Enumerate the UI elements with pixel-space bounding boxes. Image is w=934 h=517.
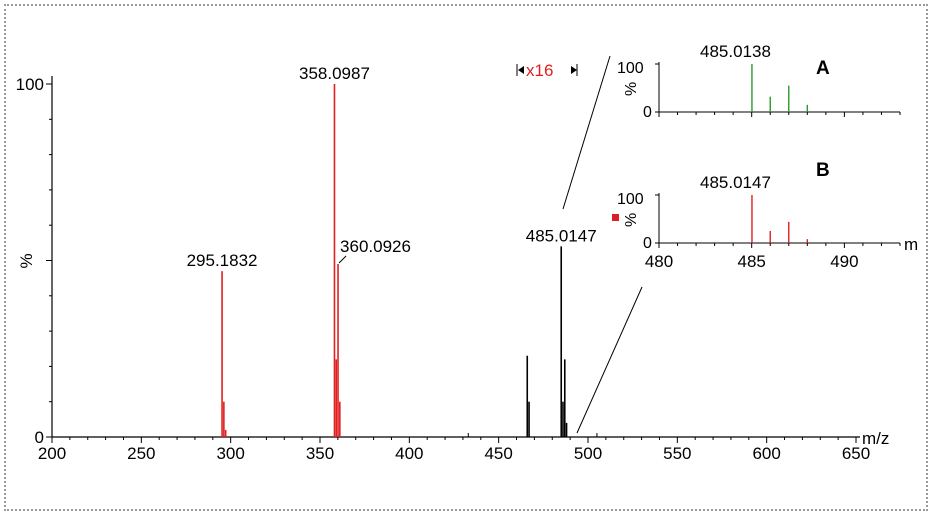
inset-x-tick-label: 480: [645, 252, 673, 271]
zoom-label: x16: [526, 61, 553, 80]
peak-label: 358.0987: [299, 64, 370, 83]
inset-b-x-axis-label: m: [904, 235, 918, 254]
x-tick-label: 600: [752, 444, 780, 463]
inset-a-ytick-100: 100: [617, 60, 644, 77]
y-tick-label: 100: [16, 75, 44, 94]
label-leader-line: [338, 255, 347, 264]
inset-x-tick-label: 485: [738, 252, 766, 271]
main-x-axis-label: m/z: [862, 429, 889, 448]
main-peak-labels: 295.1832 358.0987 360.0926 485.0147: [187, 64, 597, 270]
peak-label: 485.0147: [526, 226, 597, 245]
main-y-ticks: 0% 100: [16, 75, 52, 447]
inset-a-peaks: [751, 64, 809, 112]
inset-b-ytick-100: 100: [617, 191, 644, 208]
inset-b-peaks: [751, 195, 809, 243]
main-peaks: [221, 84, 598, 437]
peak-label: 360.0926: [340, 237, 411, 256]
inset-b-ytick-0: 0: [643, 235, 652, 252]
callout-line-top: [562, 55, 611, 210]
x-tick-label: 650: [842, 444, 870, 463]
inset-a-y-axis-label: %: [623, 82, 640, 96]
x-tick-label: 500: [574, 444, 602, 463]
legend-marker-icon: [612, 214, 619, 221]
x-tick-label: 200: [38, 444, 66, 463]
callout-line-bottom: [576, 286, 643, 434]
y-tick-label: 0: [35, 428, 44, 447]
inset-a-x-ticks: [655, 63, 901, 117]
inset-b-peak-label: 485.0147: [700, 173, 771, 192]
x-tick-label: 250: [127, 444, 155, 463]
inset-b-y-axis-label: %: [623, 213, 640, 227]
inset-b-panel-label: B: [816, 160, 830, 181]
x-tick-label: 400: [395, 444, 423, 463]
inset-a-ytick-0: 0: [643, 104, 652, 121]
peak-label: 295.1832: [187, 251, 258, 270]
x-tick-label: 450: [484, 444, 512, 463]
zoom-indicator: x16: [516, 61, 578, 80]
inset-b: B 485.0147 100 0 % m 480 485 490: [612, 160, 918, 271]
chart-frame: [4, 4, 928, 511]
x-tick-label: 550: [663, 444, 691, 463]
inset-b-x-ticks: 480 485 490: [645, 194, 901, 271]
inset-x-tick-label: 490: [830, 252, 858, 271]
x-tick-label: 350: [306, 444, 334, 463]
x-tick-label: 300: [216, 444, 244, 463]
inset-a-panel-label: A: [816, 58, 830, 79]
inset-a: A 485.0138 100 0 %: [617, 42, 901, 121]
inset-a-peak-label: 485.0138: [700, 42, 771, 61]
main-y-axis-label: %: [17, 253, 36, 268]
main-x-ticks: 200 250 300 350 400 450 500 550 600 650: [38, 437, 870, 463]
